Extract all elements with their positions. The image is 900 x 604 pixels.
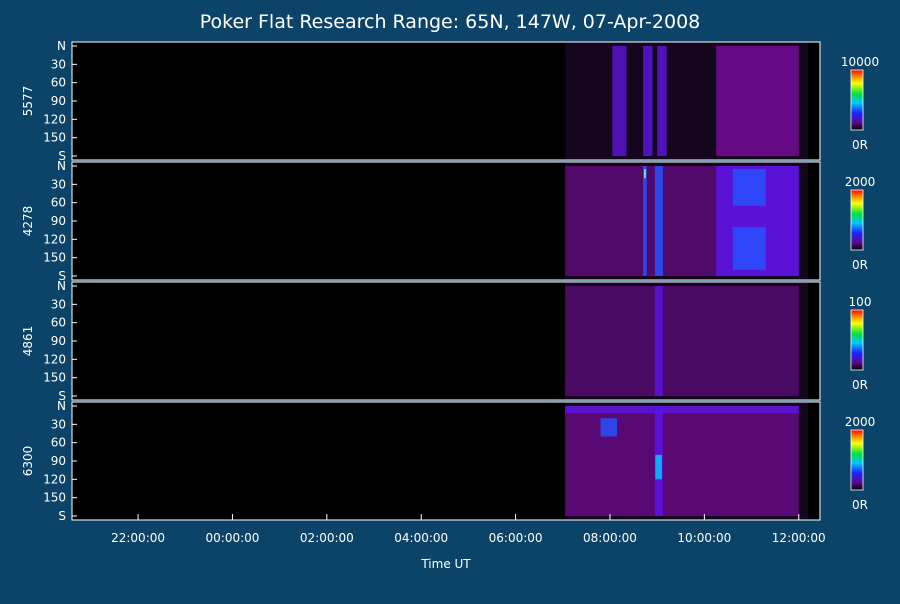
panel-4278-ytick-N: N (57, 159, 66, 173)
panel-4278-colorbar (850, 189, 864, 251)
panel-4861-label: 4861 (21, 326, 35, 357)
panel-5577-feature-3 (716, 46, 799, 156)
xtick-label-10:00:00: 10:00:00 (677, 531, 731, 545)
panel-6300-feature-4 (655, 454, 662, 480)
panel-4861-colorbar (850, 309, 864, 371)
panel-5577-ytick-150: 150 (43, 131, 66, 145)
panel-4861-ytick-S: S (58, 389, 66, 403)
panel-6300-ytick-120: 120 (43, 472, 66, 486)
panel-4861-ytick-120: 120 (43, 352, 66, 366)
panel-4861-ytick-N: N (57, 279, 66, 293)
panel-5577-label: 5577 (21, 86, 35, 117)
panel-4861-ytick-30: 30 (51, 297, 66, 311)
panel-5577-ytick-90: 90 (51, 94, 66, 108)
panel-4278-feature-1 (643, 166, 647, 276)
panel-6300-ytick-N: N (57, 399, 66, 413)
panel-4278-ytick-S: S (58, 269, 66, 283)
panel-5577-feature-2 (657, 46, 667, 156)
panel-6300-colorbar (850, 429, 864, 491)
panel-5577-feature-1 (643, 46, 653, 156)
panel-4278-label: 4278 (21, 206, 35, 237)
xtick-label-08:00:00: 08:00:00 (583, 531, 637, 545)
panel-4278-ytick-90: 90 (51, 214, 66, 228)
panel-5577-ytick-60: 60 (51, 76, 66, 90)
panel-4278-ytick-120: 120 (43, 232, 66, 246)
panel-4278-ytick-60: 60 (51, 196, 66, 210)
panel-6300-scale-max: 2000 (845, 415, 876, 429)
panel-6300-feature-0 (565, 406, 799, 516)
panel-4861-feature-1 (654, 286, 663, 396)
xtick-label-02:00:00: 02:00:00 (300, 531, 354, 545)
panel-5577-colorbar (850, 69, 864, 131)
panel-4278-scale-min: 0R (852, 258, 868, 272)
panel-4278-scale-max: 2000 (845, 175, 876, 189)
xtick-label-06:00:00: 06:00:00 (489, 531, 543, 545)
panel-6300-ytick-90: 90 (51, 454, 66, 468)
panel-5577-scale-min: 0R (852, 138, 868, 152)
xtick-label-00:00:00: 00:00:00 (206, 531, 260, 545)
panel-5577-ytick-S: S (58, 149, 66, 163)
panel-6300-label: 6300 (21, 446, 35, 477)
panel-5577-feature-0 (612, 46, 627, 156)
xtick-label-04:00:00: 04:00:00 (394, 531, 448, 545)
panel-4861-scale-max: 100 (849, 295, 872, 309)
panel-4861-ytick-150: 150 (43, 371, 66, 385)
panel-6300-ytick-150: 150 (43, 491, 66, 505)
panel-5577-ytick-N: N (57, 39, 66, 53)
panel-4861-feature-0 (565, 286, 799, 396)
panel-4278-feature-4 (732, 169, 766, 206)
panel-4278-ytick-150: 150 (43, 251, 66, 265)
panel-5577-ytick-120: 120 (43, 112, 66, 126)
panel-5577-ytick-30: 30 (51, 57, 66, 71)
panel-4861-ytick-90: 90 (51, 334, 66, 348)
x-axis-label: Time UT (420, 557, 471, 571)
panel-4861-ytick-60: 60 (51, 316, 66, 330)
panel-4278-feature-5 (732, 227, 766, 270)
panel-4278-ytick-30: 30 (51, 177, 66, 191)
panel-6300-feature-1 (565, 406, 799, 414)
xtick-label-12:00:00: 12:00:00 (772, 531, 826, 545)
panel-6300-feature-2 (600, 418, 618, 437)
panel-6300-ytick-S: S (58, 509, 66, 523)
panel-6300-ytick-30: 30 (51, 417, 66, 431)
panel-5577-scale-max: 10000 (841, 55, 879, 69)
chart-title: Poker Flat Research Range: 65N, 147W, 07… (200, 11, 701, 33)
xtick-label-22:00:00: 22:00:00 (111, 531, 165, 545)
panel-4278-feature-6 (643, 169, 646, 179)
panel-6300-scale-min: 0R (852, 498, 868, 512)
panel-6300-ytick-60: 60 (51, 436, 66, 450)
panel-4861-scale-min: 0R (852, 378, 868, 392)
panel-4278-feature-2 (654, 166, 663, 276)
